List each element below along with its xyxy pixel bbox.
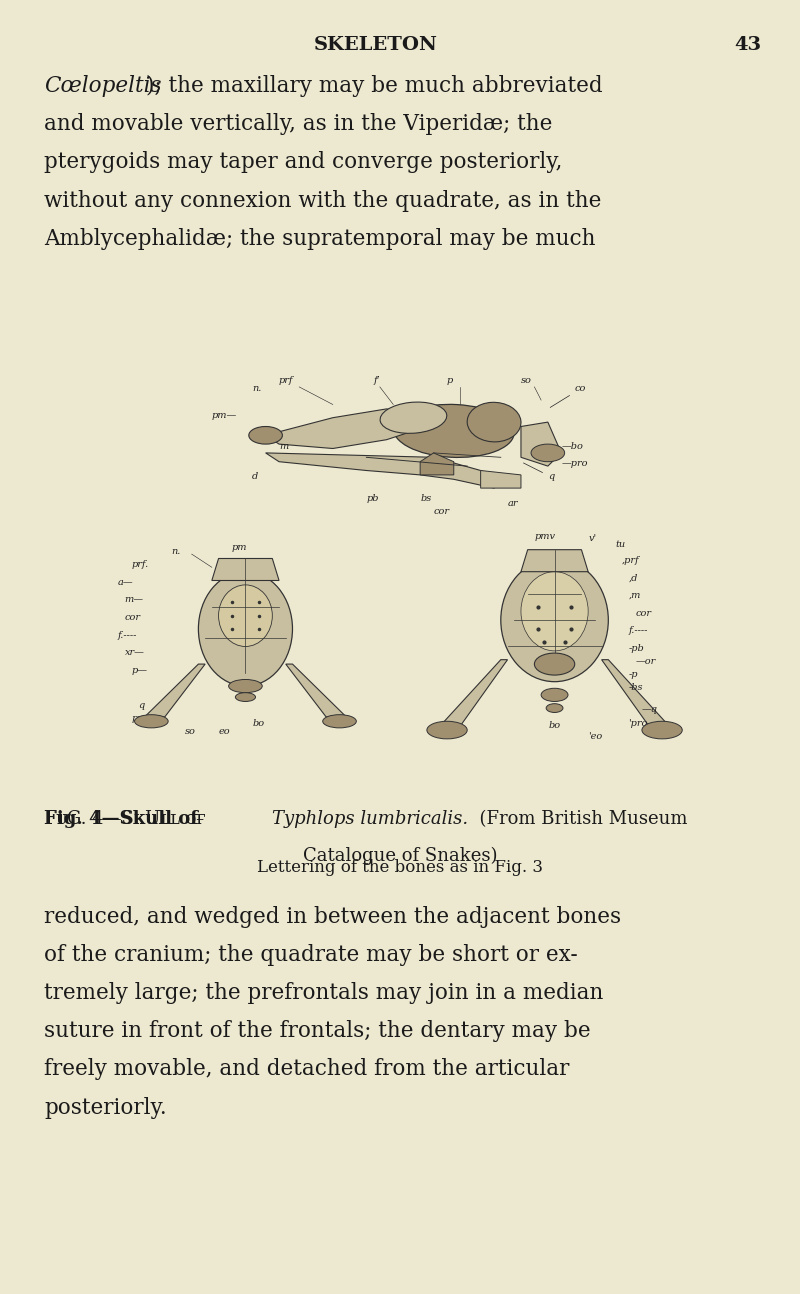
Polygon shape (521, 422, 562, 466)
Ellipse shape (134, 714, 168, 727)
Text: 'eo: 'eo (588, 732, 602, 741)
Polygon shape (286, 664, 346, 717)
Text: q: q (523, 463, 554, 481)
Text: n.: n. (252, 384, 262, 393)
Text: -bs: -bs (629, 683, 643, 692)
Text: reduced, and wedged in between the adjacent bones: reduced, and wedged in between the adjac… (44, 906, 621, 928)
Text: q: q (138, 701, 144, 710)
Text: and movable vertically, as in the Viperidæ; the: and movable vertically, as in the Viperi… (44, 114, 552, 136)
Text: prf: prf (279, 375, 294, 384)
Ellipse shape (546, 704, 563, 713)
Text: -pb: -pb (629, 644, 644, 653)
Text: Catalogue of Snakes): Catalogue of Snakes) (302, 846, 498, 864)
Text: xr—: xr— (125, 648, 144, 657)
Text: f.----: f.---- (629, 626, 648, 635)
Ellipse shape (380, 402, 446, 433)
Polygon shape (602, 660, 669, 726)
Text: p—: p— (131, 666, 147, 675)
Ellipse shape (427, 721, 467, 739)
Text: co: co (550, 384, 586, 408)
Text: ,d: ,d (629, 573, 638, 582)
Text: cor: cor (125, 613, 141, 622)
Ellipse shape (229, 679, 262, 692)
Text: (From British Museum: (From British Museum (468, 810, 687, 828)
Text: pro: pro (131, 714, 148, 723)
Text: m—: m— (125, 595, 143, 604)
Text: ar: ar (507, 498, 518, 507)
Text: cor: cor (434, 507, 450, 516)
Text: pm—: pm— (212, 410, 237, 419)
Text: ,m: ,m (629, 591, 641, 600)
Text: pb: pb (366, 494, 379, 503)
Text: -p: -p (629, 670, 638, 679)
Text: bo: bo (549, 721, 561, 730)
Text: Lettering of the bones as in Fig. 3: Lettering of the bones as in Fig. 3 (257, 859, 543, 876)
Text: SKELETON: SKELETON (314, 36, 438, 54)
Text: ); the maxillary may be much abbreviated: ); the maxillary may be much abbreviated (146, 75, 603, 97)
Ellipse shape (249, 427, 282, 444)
Text: pm: pm (232, 542, 247, 551)
Polygon shape (521, 550, 588, 572)
Text: so: so (521, 375, 532, 384)
Text: 43: 43 (734, 36, 762, 54)
Ellipse shape (322, 714, 356, 727)
Text: eo: eo (218, 727, 230, 736)
Polygon shape (420, 453, 454, 475)
Polygon shape (440, 660, 507, 726)
Text: tremely large; the prefrontals may join in a median: tremely large; the prefrontals may join … (44, 982, 603, 1004)
Text: FᴜG. 4—SᴋUʟʟ ᴏғ: FᴜG. 4—SᴋUʟʟ ᴏғ (44, 810, 211, 828)
Text: m: m (279, 441, 288, 450)
Text: —bo: —bo (562, 441, 583, 450)
Ellipse shape (467, 402, 521, 441)
Ellipse shape (235, 692, 255, 701)
Ellipse shape (394, 405, 514, 457)
Polygon shape (266, 409, 414, 449)
Text: without any connexion with the quadrate, as in the: without any connexion with the quadrate,… (44, 190, 602, 212)
Text: a—: a— (118, 578, 134, 587)
Ellipse shape (501, 559, 608, 682)
Text: ,prf: ,prf (622, 556, 639, 565)
Ellipse shape (642, 721, 682, 739)
Text: cor: cor (635, 608, 651, 617)
Text: pmv: pmv (534, 532, 555, 541)
Text: f': f' (373, 375, 379, 384)
Text: —q: —q (642, 705, 658, 714)
Text: bo: bo (252, 718, 264, 727)
Text: f.----: f.---- (118, 630, 137, 639)
Text: Cœlopeltis: Cœlopeltis (44, 75, 162, 97)
Text: p: p (447, 375, 454, 384)
Polygon shape (266, 453, 507, 488)
Text: posteriorly.: posteriorly. (44, 1097, 166, 1119)
Text: v': v' (588, 534, 596, 543)
Text: so: so (185, 727, 196, 736)
Text: —pro: —pro (562, 459, 588, 468)
Text: suture in front of the frontals; the dentary may be: suture in front of the frontals; the den… (44, 1020, 590, 1043)
Text: 'pro: 'pro (629, 718, 648, 727)
Ellipse shape (521, 572, 588, 651)
Ellipse shape (541, 688, 568, 701)
Ellipse shape (198, 572, 293, 686)
Text: pterygoids may taper and converge posteriorly,: pterygoids may taper and converge poster… (44, 151, 562, 173)
Text: freely movable, and detached from the articular: freely movable, and detached from the ar… (44, 1058, 570, 1080)
Text: prf.: prf. (131, 560, 149, 569)
Text: Fig. 4—Skull of: Fig. 4—Skull of (44, 810, 204, 828)
Text: bs: bs (420, 494, 431, 503)
Text: of the cranium; the quadrate may be short or ex-: of the cranium; the quadrate may be shor… (44, 945, 578, 967)
Ellipse shape (534, 653, 574, 675)
Text: n.: n. (171, 547, 181, 556)
Ellipse shape (531, 444, 565, 462)
Text: d: d (252, 472, 258, 481)
Ellipse shape (218, 585, 272, 647)
Polygon shape (145, 664, 205, 717)
Text: Amblycephalidæ; the supratemporal may be much: Amblycephalidæ; the supratemporal may be… (44, 228, 595, 250)
Text: Typhlops lumbricalis.: Typhlops lumbricalis. (272, 810, 468, 828)
Text: —or: —or (635, 657, 655, 666)
Polygon shape (481, 471, 521, 488)
Polygon shape (212, 559, 279, 581)
Text: tu: tu (615, 541, 625, 550)
